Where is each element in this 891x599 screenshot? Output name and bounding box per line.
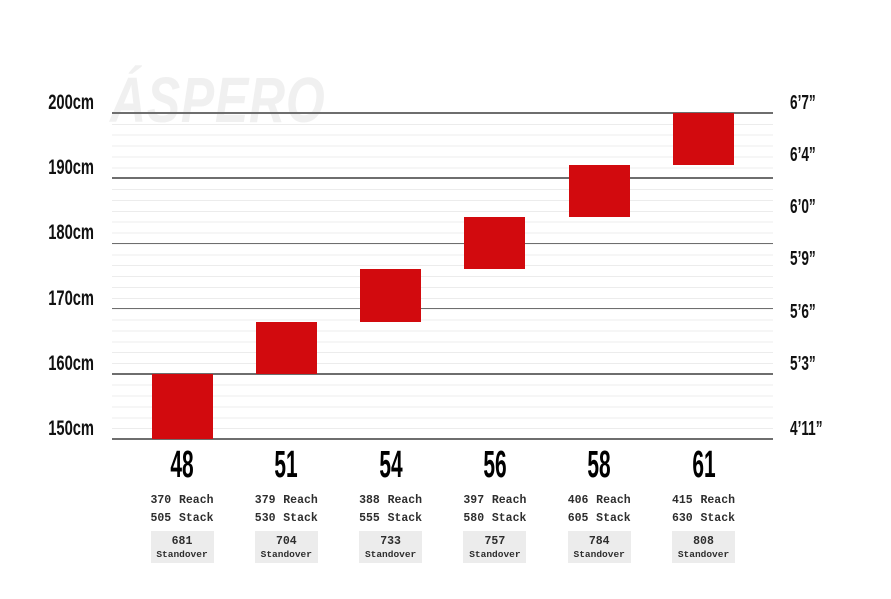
reach-label: Reach <box>387 494 423 507</box>
reach-label: Reach <box>491 494 527 507</box>
stack-label: Stack <box>283 512 318 525</box>
standover-box: 757 Standover <box>463 531 527 563</box>
standover-value: 784 <box>588 534 610 548</box>
stack-value: 580 <box>463 512 485 525</box>
reach-value: 397 <box>463 494 485 507</box>
y-axis-right-label: 6’0” <box>790 196 816 219</box>
frame-size-label: 61 <box>691 444 716 486</box>
y-axis-right-label: 4’11” <box>790 418 823 440</box>
standover-label: Standover <box>469 548 521 560</box>
standover-label: Standover <box>677 548 730 560</box>
frame-size-label: 51 <box>274 444 298 486</box>
y-axis-right-label: 5’6” <box>790 300 816 323</box>
reach-row: 388 Reach <box>359 494 422 507</box>
standover-box: 733 Standover <box>359 531 423 563</box>
standover-box: 681 Standover <box>150 531 214 563</box>
y-axis-left-label: 190cm <box>48 156 94 180</box>
gridline-major <box>112 307 773 310</box>
stack-label: Stack <box>491 512 527 525</box>
y-axis-left-label: 200cm <box>48 91 94 114</box>
stack-label: Stack <box>596 512 631 525</box>
reach-row: 370 Reach <box>151 494 214 507</box>
stack-row: 630 Stack <box>672 512 735 525</box>
reach-value: 388 <box>359 494 380 507</box>
y-axis-left-label: 180cm <box>48 221 94 245</box>
standover-value: 704 <box>275 534 297 548</box>
stack-value: 555 <box>359 512 380 525</box>
gridline-major <box>112 373 773 375</box>
gridline-major <box>112 177 773 179</box>
frame-size-label: 56 <box>483 444 507 486</box>
y-axis-left-label: 170cm <box>48 286 94 310</box>
y-axis-left-label: 160cm <box>48 351 94 375</box>
stack-row: 605 Stack <box>568 512 631 525</box>
gridline-major <box>112 112 773 114</box>
rider-height-range-bar <box>255 321 317 374</box>
plot-area <box>112 113 773 439</box>
rider-height-range-bar <box>673 113 734 166</box>
reach-row: 397 Reach <box>463 494 526 507</box>
frame-size-label: 58 <box>587 444 611 486</box>
standover-value: 757 <box>484 534 506 548</box>
stack-value: 505 <box>150 512 172 525</box>
reach-row: 406 Reach <box>568 494 631 507</box>
reach-value: 379 <box>254 494 276 507</box>
reach-value: 406 <box>567 494 589 507</box>
frame-size-label: 48 <box>170 444 194 486</box>
standover-value: 681 <box>171 534 193 548</box>
gridline-major <box>112 242 773 245</box>
standover-box: 784 Standover <box>567 531 631 563</box>
y-axis-right-label: 6’4” <box>790 144 816 167</box>
stack-label: Stack <box>178 512 214 525</box>
stack-label: Stack <box>387 512 423 525</box>
y-axis-right-label: 5’9” <box>790 248 816 271</box>
standover-value: 808 <box>693 534 714 548</box>
reach-value: 415 <box>672 494 693 507</box>
reach-value: 370 <box>150 494 172 507</box>
reach-row: 415 Reach <box>672 494 735 507</box>
standover-label: Standover <box>573 548 625 560</box>
stack-row: 580 Stack <box>463 512 526 525</box>
rider-height-range-bar <box>464 217 526 270</box>
reach-label: Reach <box>283 494 318 507</box>
rider-height-range-bar <box>568 165 630 218</box>
reach-label: Reach <box>178 494 214 507</box>
gridline-major <box>112 438 773 440</box>
stack-value: 630 <box>672 512 693 525</box>
standover-box: 808 Standover <box>672 531 735 563</box>
y-axis-right-label: 5’3” <box>790 352 816 375</box>
standover-box: 704 Standover <box>254 531 318 563</box>
standover-value: 733 <box>380 534 401 548</box>
stack-value: 605 <box>567 512 589 525</box>
standover-label: Standover <box>260 548 312 560</box>
stack-row: 505 Stack <box>151 512 214 525</box>
stack-label: Stack <box>700 512 735 525</box>
reach-row: 379 Reach <box>255 494 318 507</box>
standover-label: Standover <box>364 548 417 560</box>
frame-size-label: 54 <box>378 444 403 486</box>
rider-height-range-bar <box>151 373 213 439</box>
rider-height-range-bar <box>360 269 422 322</box>
y-axis-right-label: 6’7” <box>790 92 816 114</box>
reach-label: Reach <box>700 494 735 507</box>
stack-row: 530 Stack <box>255 512 318 525</box>
reach-label: Reach <box>596 494 631 507</box>
stack-value: 530 <box>254 512 276 525</box>
y-axis-left-label: 150cm <box>48 417 94 440</box>
stack-row: 555 Stack <box>359 512 422 525</box>
standover-label: Standover <box>156 548 208 560</box>
